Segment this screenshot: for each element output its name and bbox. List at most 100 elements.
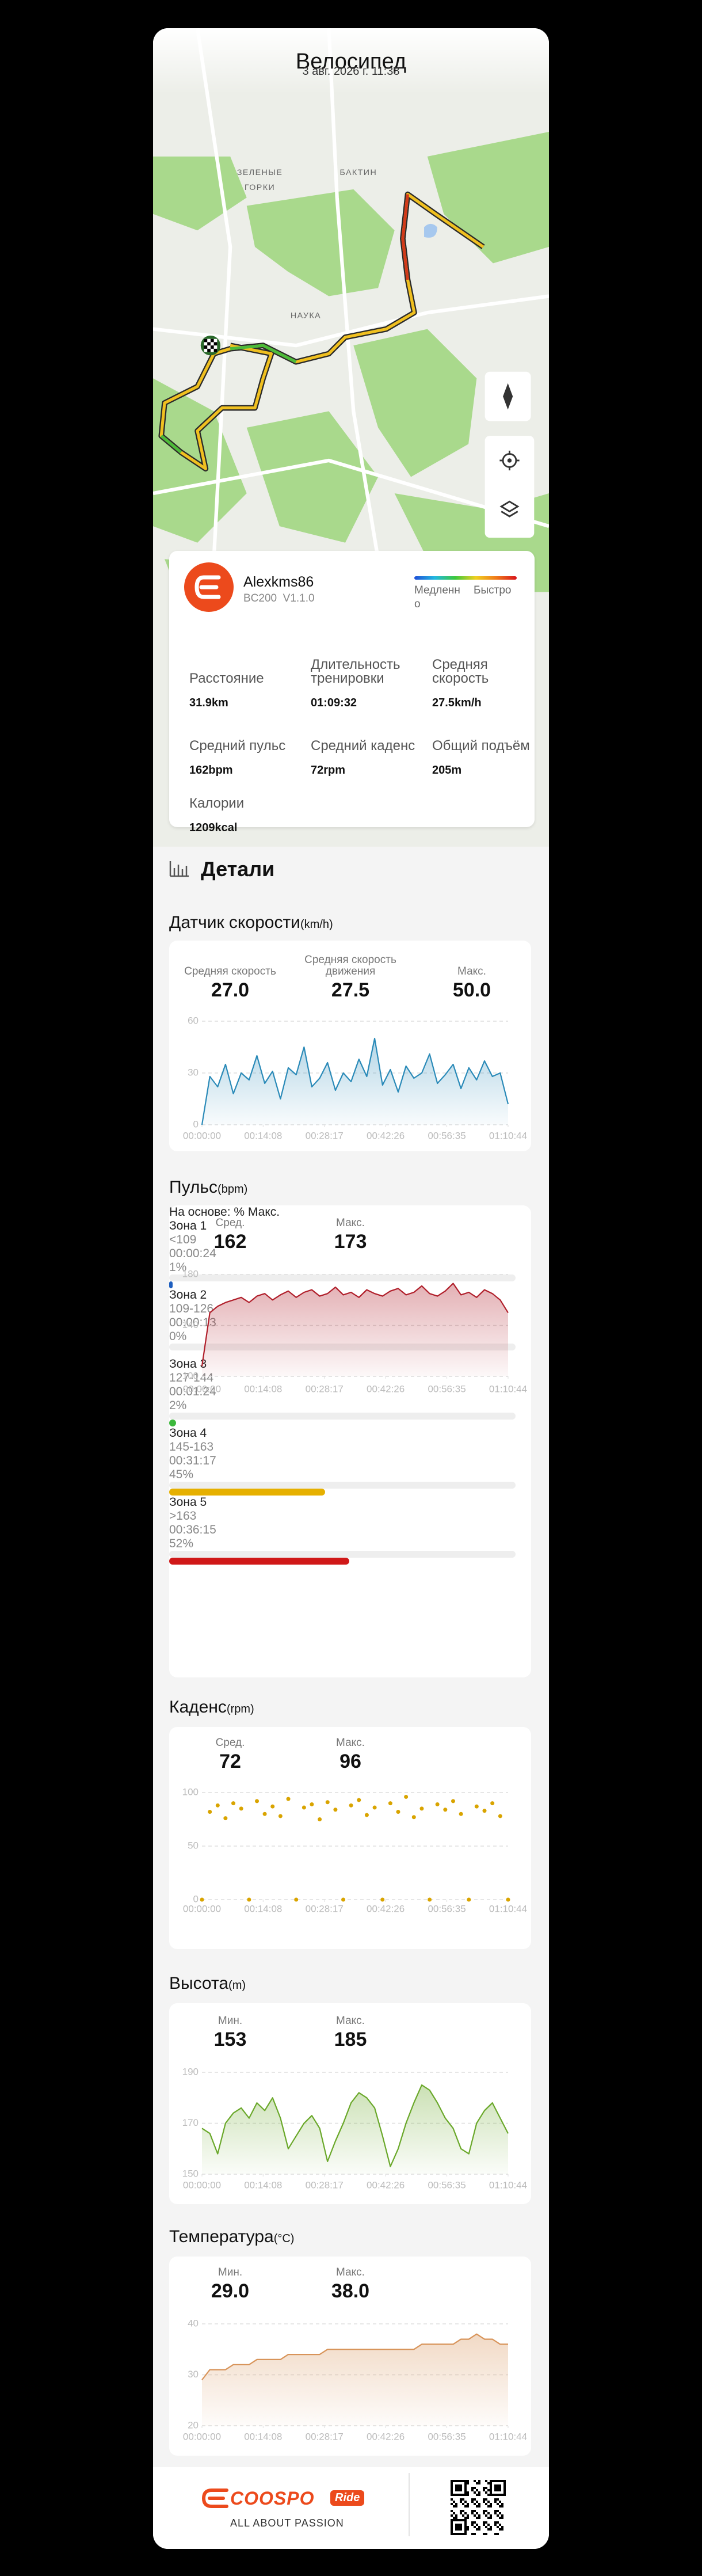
line	[201, 1283, 509, 1367]
point	[482, 1809, 487, 1813]
point	[404, 1794, 409, 1799]
qr-cell	[494, 2501, 497, 2503]
section-name: Температура	[169, 2227, 274, 2246]
qr-cell	[476, 2524, 478, 2526]
qr-cell	[474, 2533, 476, 2535]
chart-stat: Макс. 50.0	[453, 966, 491, 1002]
app-logo	[184, 562, 234, 612]
qr-cell	[451, 2491, 453, 2494]
details-icon	[169, 861, 189, 877]
qr-cell	[485, 2503, 487, 2505]
y-tick-label: 0	[193, 1118, 199, 1129]
zone-time: 00:36:15	[169, 1523, 216, 1536]
qr-cell	[485, 2487, 487, 2489]
x-tick-label: 01:10:44	[489, 2431, 527, 2442]
qr-cell	[460, 2489, 462, 2491]
qr-cell	[455, 2528, 457, 2531]
qr-cell	[474, 2503, 476, 2505]
qr-cell	[499, 2517, 501, 2519]
qr-cell	[499, 2494, 501, 2496]
qr-cell	[460, 2526, 462, 2528]
stat-label: Макс.	[336, 1217, 365, 1229]
qr-cell	[490, 2484, 492, 2487]
zone-percent: 0%	[169, 1330, 187, 1343]
chart-card: Мин. 153 Макс. 185 150 170 190 00:00:00 00:14:08…	[169, 2003, 531, 2204]
x-tick-label: 00:00:00	[183, 1130, 221, 1141]
brand-badge: Ride	[330, 2490, 365, 2506]
qr-cell	[501, 2503, 503, 2505]
qr-cell	[485, 2514, 487, 2517]
qr-cell	[499, 2524, 501, 2526]
qr-cell	[457, 2519, 460, 2521]
point	[333, 1808, 338, 1812]
qr-cell	[464, 2519, 467, 2521]
qr-cell	[451, 2524, 453, 2526]
qr-cell	[451, 2519, 453, 2521]
qr-cell	[490, 2503, 492, 2505]
app-screen: ЗЕЛЕНЫЕ ГОРКИ БАКТИН НАУКА Велосипед 3 авг.…	[153, 28, 549, 2549]
point	[318, 1817, 322, 1821]
map-label: БАКТИН	[339, 168, 377, 177]
x-tick-label: 00:28:17	[306, 1903, 344, 1914]
qr-cell	[457, 2487, 460, 2489]
y-tick-label: 60	[188, 1015, 199, 1026]
point	[208, 1809, 212, 1814]
x-tick-label: 00:56:35	[428, 1130, 466, 1141]
x-tick-label: 00:14:08	[244, 1383, 282, 1394]
date: 3 авг. 2026 г. 11:38	[302, 65, 400, 78]
stat-label: Средняя скорость движения	[304, 954, 396, 977]
qr-cell	[501, 2528, 503, 2531]
qr-cell	[483, 2498, 485, 2501]
qr-cell	[464, 2480, 467, 2482]
qr-cell	[497, 2533, 499, 2535]
qr-cell	[485, 2521, 487, 2524]
stat-label: Средняя скорость	[184, 965, 276, 977]
legend-fast: Быстро	[474, 584, 512, 596]
qr-cell	[451, 2498, 453, 2501]
stat-label: Длительность тренировки	[311, 657, 400, 686]
section-unit: (km/h)	[300, 918, 333, 931]
qr-cell	[476, 2505, 478, 2507]
stat-label: Мин.	[218, 2266, 243, 2278]
line	[201, 1037, 509, 1125]
qr-cell	[474, 2514, 476, 2517]
section-title: Пульс(bpm)	[169, 1178, 247, 1197]
chart-stat: Сред. 72	[216, 1737, 245, 1773]
map-label: ГОРКИ	[245, 183, 275, 192]
point	[490, 1801, 495, 1806]
qr-cell	[464, 2512, 467, 2514]
qr-cell	[483, 2521, 485, 2524]
chart-stat: Макс. 96	[336, 1737, 365, 1773]
y-tick-label: 30	[188, 1067, 199, 1078]
qr-cell	[478, 2503, 480, 2505]
point	[467, 1897, 471, 1902]
qr-cell	[464, 2489, 467, 2491]
chart-stat: Макс. 185	[334, 2015, 367, 2051]
zone-percent: 52%	[169, 1537, 194, 1550]
line	[201, 2333, 508, 2380]
y-tick-label: 190	[182, 2066, 199, 2077]
point	[498, 1814, 502, 1818]
x-tick-label: 00:28:17	[306, 2431, 344, 2442]
stat-label: Макс.	[336, 1737, 365, 1749]
x-tick-label: 00:00:00	[183, 2179, 221, 2190]
map-tools[interactable]	[484, 436, 535, 538]
x-tick-label: 01:10:44	[489, 2179, 527, 2190]
chart: 0 30 60 00:00:00 00:14:08 00:28:17 00:42:26 00:…	[183, 1015, 527, 1141]
speed-legend-bar	[414, 576, 517, 580]
qr-cell	[474, 2480, 476, 2482]
x-tick-label: 00:56:35	[428, 1383, 466, 1394]
value: 01:09:32	[311, 697, 357, 709]
point	[278, 1814, 283, 1818]
chart-stat: Макс. 173	[334, 1217, 367, 1253]
qr-cell	[467, 2514, 469, 2517]
value: 162	[189, 764, 209, 777]
qr-cell	[497, 2526, 499, 2528]
point	[325, 1800, 330, 1805]
point	[364, 1813, 369, 1817]
y-tick-label: 180	[182, 1268, 199, 1279]
point	[435, 1802, 440, 1806]
qr-code[interactable]	[451, 2480, 506, 2535]
qr-cell	[451, 2487, 453, 2489]
chart: 100 140 180 00:00:00 00:14:08 00:28:17 00:42:2…	[182, 1268, 527, 1394]
